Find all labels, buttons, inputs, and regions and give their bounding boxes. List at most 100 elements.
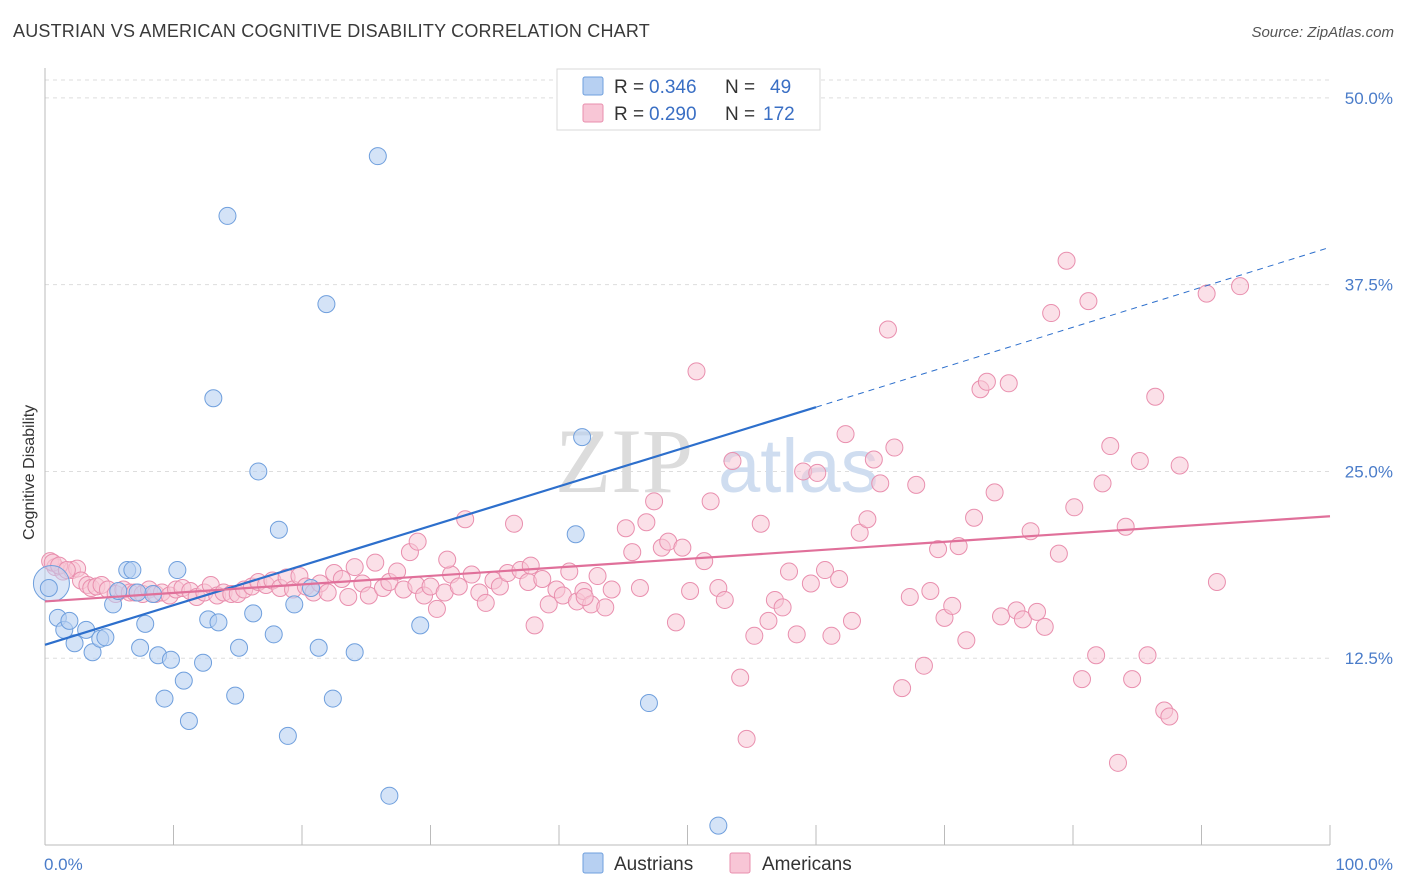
americans-point xyxy=(1138,646,1157,665)
americans-point xyxy=(723,451,742,470)
austrians-point xyxy=(566,525,585,544)
austrians-point xyxy=(128,583,147,602)
americans-point xyxy=(914,656,933,675)
austrians-point xyxy=(317,295,336,314)
americans-point xyxy=(715,590,734,609)
legend-n-label-americans: N = xyxy=(725,104,755,125)
chart-title: AUSTRIAN VS AMERICAN COGNITIVE DISABILIT… xyxy=(13,21,650,41)
americans-point xyxy=(596,598,615,617)
watermark-zip: ZIP xyxy=(555,410,693,512)
y-axis-label: Cognitive Disability xyxy=(21,405,38,540)
americans-point xyxy=(1160,707,1179,726)
legend-r-label-austrians: R = xyxy=(614,77,644,98)
americans-point xyxy=(588,567,607,586)
axes xyxy=(44,68,1331,846)
americans-point xyxy=(977,372,996,391)
americans-point xyxy=(1123,670,1142,689)
austrians-point xyxy=(179,711,198,730)
americans-point xyxy=(759,611,778,630)
americans-point xyxy=(427,599,446,618)
legend-r-value-americans: 0.290 xyxy=(649,104,697,125)
americans-point xyxy=(830,570,849,589)
americans-point xyxy=(815,561,834,580)
americans-point xyxy=(1130,451,1149,470)
americans-point xyxy=(1093,474,1112,493)
americans-point xyxy=(1057,251,1076,270)
bottom-legend-swatch-americans xyxy=(729,852,751,874)
americans-point xyxy=(1170,456,1189,475)
series-legend: Austrians Americans xyxy=(582,852,852,875)
bottom-legend-label-americans: Americans xyxy=(762,854,852,875)
y-tick-label: 25.0% xyxy=(1345,462,1393,481)
americans-point xyxy=(630,578,649,597)
americans-point xyxy=(1231,277,1250,296)
austrians-trend-extension xyxy=(815,246,1331,408)
americans-point xyxy=(701,492,720,511)
austrians-point xyxy=(209,613,228,632)
americans-point xyxy=(602,580,621,599)
austrians-point xyxy=(60,611,79,630)
americans-point xyxy=(539,595,558,614)
austrians-point xyxy=(380,786,399,805)
austrians-point xyxy=(301,578,320,597)
americans-point xyxy=(318,583,337,602)
austrians-point xyxy=(278,726,297,745)
americans-point xyxy=(871,474,890,493)
austrians-point xyxy=(155,689,174,708)
austrians-point xyxy=(269,520,288,539)
austrians-point xyxy=(323,689,342,708)
austrians-point xyxy=(709,816,728,835)
americans-point xyxy=(1028,602,1047,621)
americans-point xyxy=(1087,646,1106,665)
bottom-legend-label-austrians: Austrians xyxy=(614,854,693,875)
austrians-point xyxy=(218,206,237,225)
americans-point xyxy=(1079,292,1098,311)
source-label: Source: ZipAtlas.com xyxy=(1251,24,1394,41)
americans-point xyxy=(885,438,904,457)
correlation-legend: R = 0.346 N = 49 R = 0.290 N = 172 xyxy=(556,68,821,131)
americans-point xyxy=(808,463,827,482)
americans-point xyxy=(787,625,806,644)
americans-point xyxy=(1072,670,1091,689)
americans-point xyxy=(864,450,883,469)
y-tick-label: 12.5% xyxy=(1345,649,1393,668)
x-tick-labels: 0.0% 100.0% xyxy=(44,855,1393,874)
americans-point xyxy=(533,570,552,589)
austrians-point xyxy=(264,625,283,644)
americans-point xyxy=(438,550,457,569)
americans-point xyxy=(999,374,1018,393)
americans-point xyxy=(366,553,385,572)
americans-point xyxy=(695,552,714,571)
americans-point xyxy=(850,523,869,542)
americans-point xyxy=(745,626,764,645)
americans-point xyxy=(490,577,509,596)
austrians-point xyxy=(174,671,193,690)
americans-point xyxy=(907,475,926,494)
americans-point xyxy=(943,596,962,615)
austrians-point xyxy=(244,604,263,623)
americans-point xyxy=(388,562,407,581)
americans-point xyxy=(836,425,855,444)
austrians-point xyxy=(83,643,102,662)
americans-point xyxy=(1101,437,1120,456)
austrians-point xyxy=(96,628,115,647)
americans-point xyxy=(687,362,706,381)
americans-point xyxy=(449,577,468,596)
y-tick-label: 50.0% xyxy=(1345,89,1393,108)
americans-point xyxy=(737,729,756,748)
americans-point xyxy=(1065,498,1084,517)
americans-trend-line xyxy=(44,515,1331,603)
austrians-point xyxy=(168,561,187,580)
americans-point xyxy=(929,540,948,559)
americans-point xyxy=(345,558,364,577)
americans-point xyxy=(408,532,427,551)
austrians-point xyxy=(226,686,245,705)
americans-point xyxy=(1042,304,1061,323)
americans-point xyxy=(1013,610,1032,629)
austrians-point xyxy=(309,638,328,657)
americans-point xyxy=(780,562,799,581)
legend-swatch-americans xyxy=(582,103,604,123)
americans-point xyxy=(992,607,1011,626)
gridlines xyxy=(45,79,1330,659)
